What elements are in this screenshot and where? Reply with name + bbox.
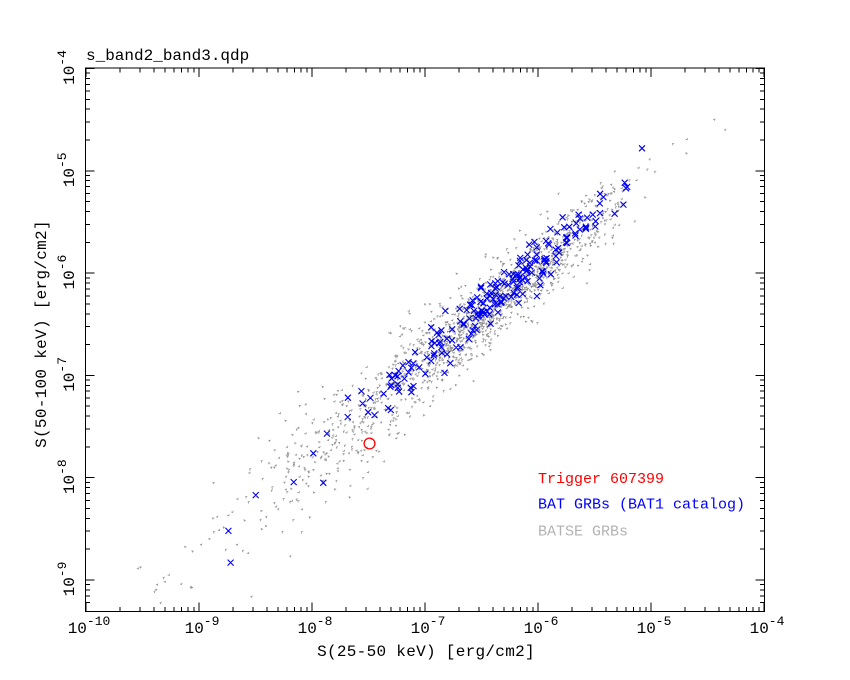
svg-text:Trigger 607399: Trigger 607399	[538, 471, 664, 488]
svg-text:BATSE GRBs: BATSE GRBs	[538, 524, 628, 541]
svg-text:S(50-100 keV) [erg/cm2]: S(50-100 keV) [erg/cm2]	[33, 220, 51, 448]
svg-text:BAT GRBs (BAT1 catalog): BAT GRBs (BAT1 catalog)	[538, 497, 745, 514]
svg-text:s_band2_band3.qdp: s_band2_band3.qdp	[86, 47, 249, 65]
svg-text:S(25-50 keV) [erg/cm2]: S(25-50 keV) [erg/cm2]	[317, 643, 535, 661]
